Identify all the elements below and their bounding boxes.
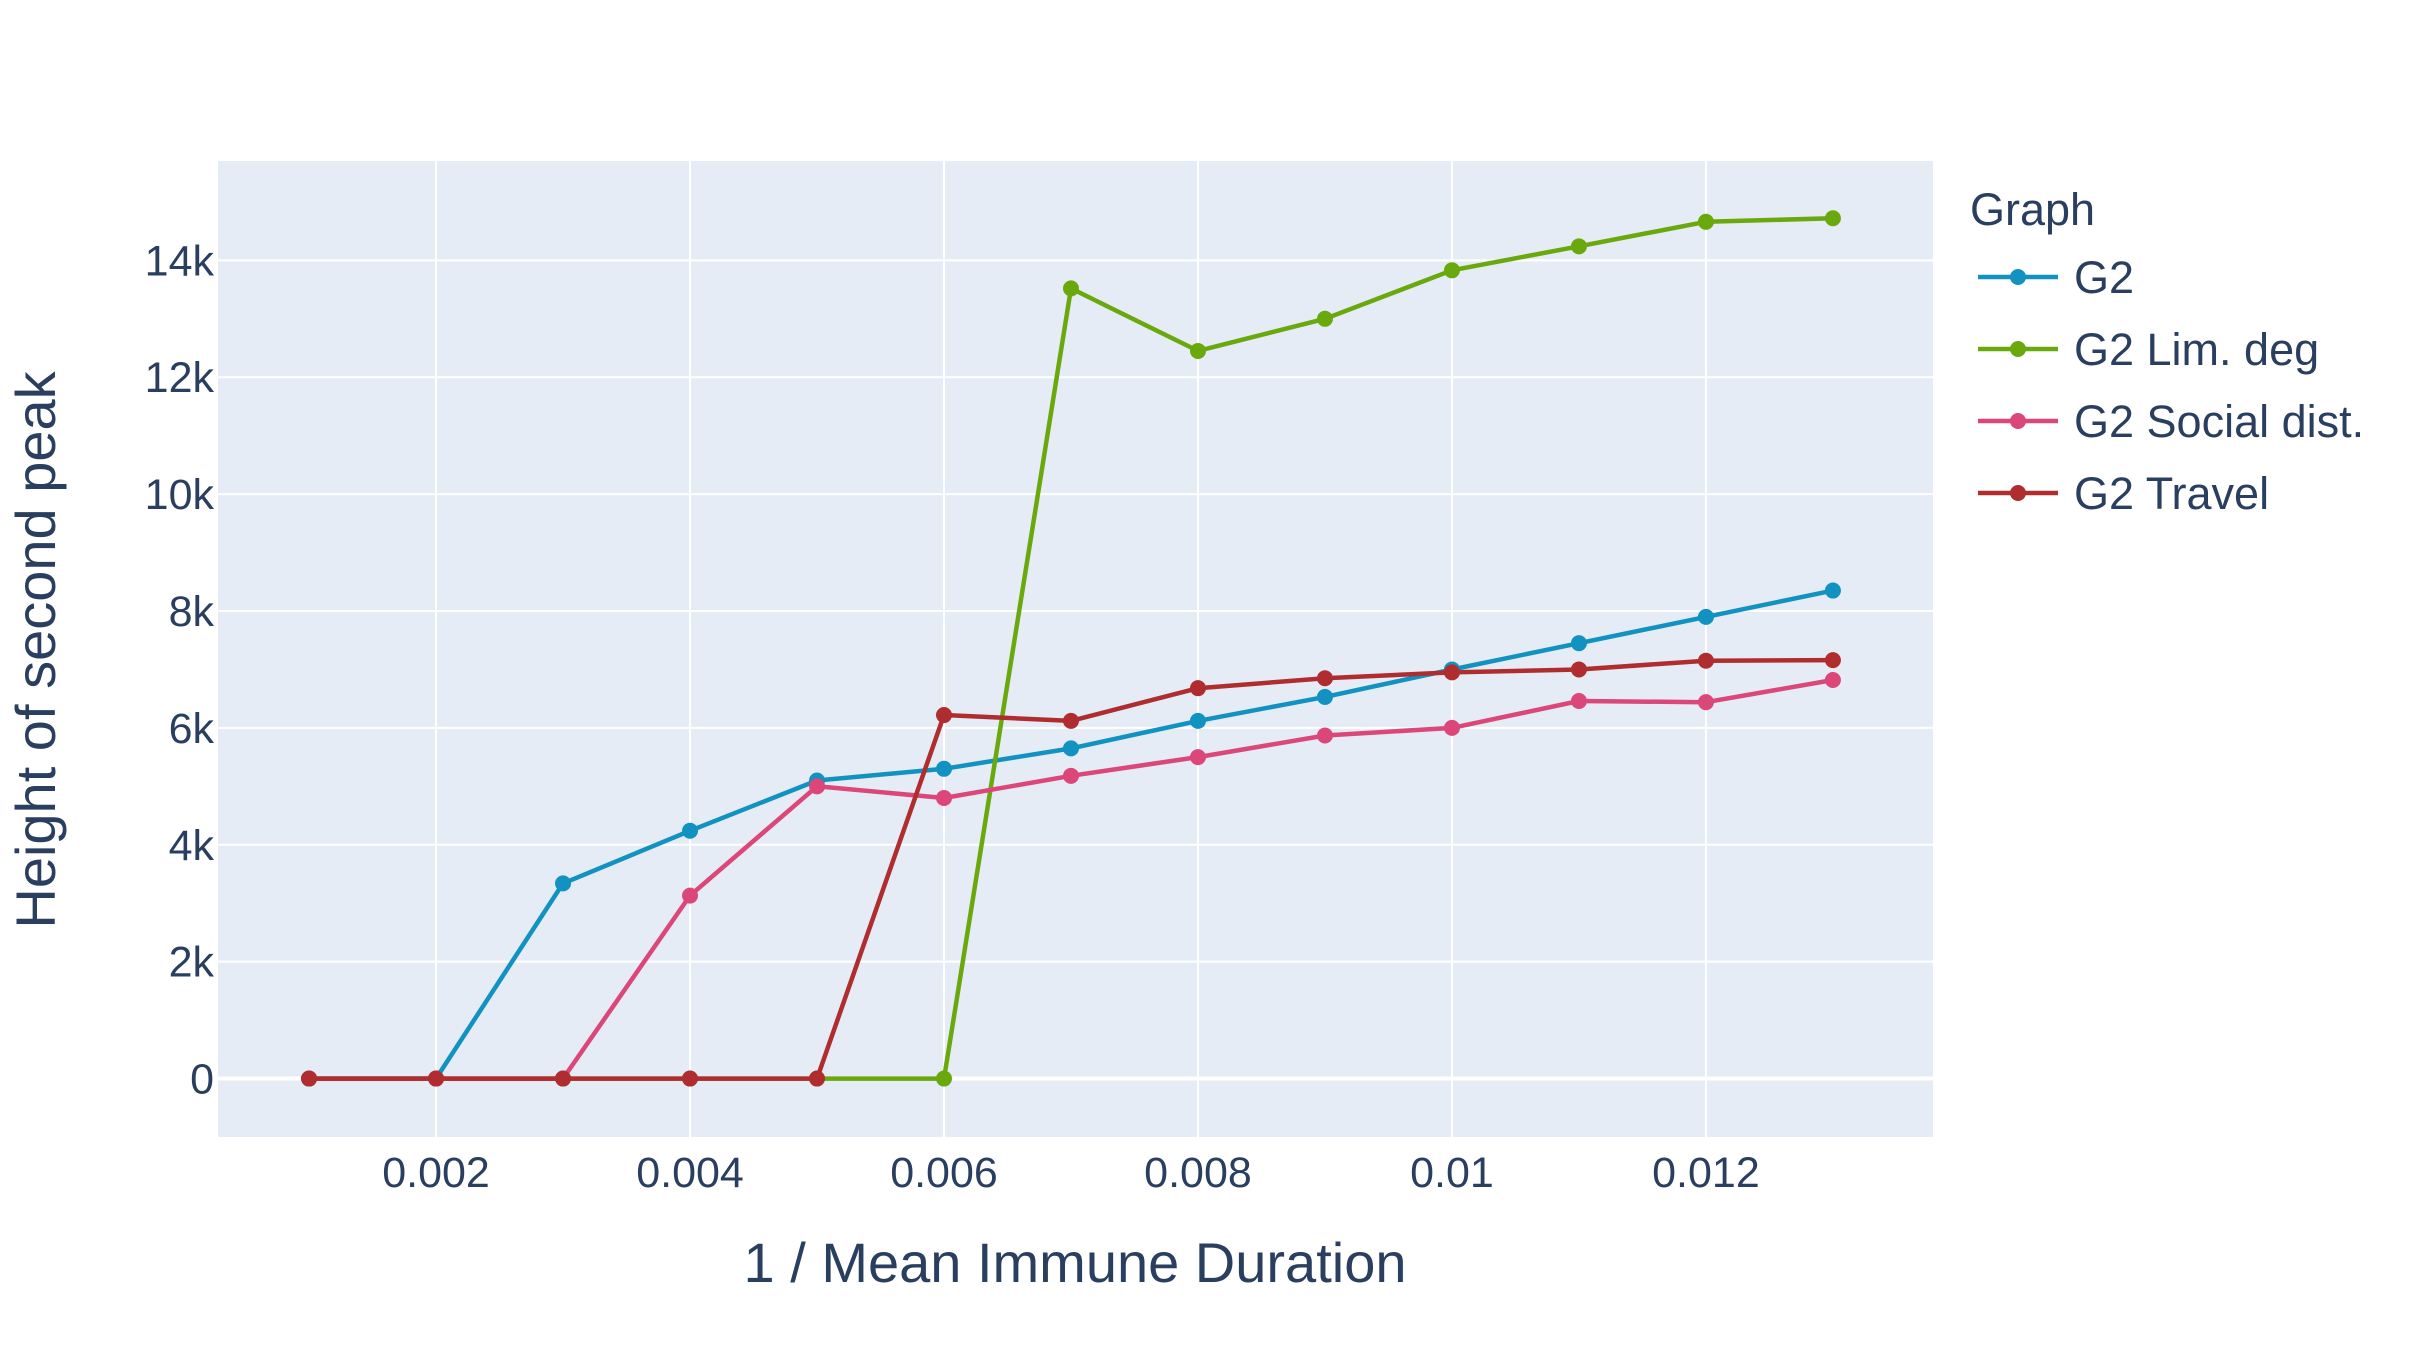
data-point [809, 778, 826, 795]
legend-label: G2 [2074, 252, 2134, 303]
legend-swatch-marker [2010, 413, 2026, 429]
legend-label: G2 Social dist. [2074, 396, 2364, 447]
data-point [1316, 688, 1333, 705]
legend-swatch-marker [2010, 485, 2026, 501]
data-point [1316, 310, 1333, 327]
data-point [1570, 238, 1587, 255]
legend-item-1[interactable]: G2 Lim. deg [1978, 324, 2319, 375]
legend-item-0[interactable]: G2 [1978, 252, 2134, 303]
y-axis-ticks: 0 2k 4k 6k 8k 10k 12k 14k [145, 237, 215, 1103]
data-point [936, 707, 953, 724]
x-tick-label: 0.01 [1410, 1149, 1494, 1197]
y-tick-label: 10k [145, 471, 215, 519]
data-point [936, 760, 953, 777]
legend-label: G2 Lim. deg [2074, 324, 2319, 375]
y-tick-label: 0 [190, 1056, 214, 1104]
data-point [1316, 727, 1333, 744]
data-point [1189, 712, 1206, 729]
data-point [301, 1070, 318, 1087]
data-point [1189, 342, 1206, 359]
x-tick-label: 0.006 [890, 1149, 998, 1197]
data-point [1570, 635, 1587, 652]
x-tick-label: 0.012 [1652, 1149, 1760, 1197]
data-point [682, 887, 699, 904]
data-point [1824, 582, 1841, 599]
legend-item-3[interactable]: G2 Travel [1978, 468, 2269, 519]
x-tick-label: 0.002 [382, 1149, 490, 1197]
data-point [1570, 693, 1587, 710]
data-point [428, 1070, 445, 1087]
data-point [1189, 749, 1206, 766]
data-point [1443, 262, 1460, 279]
series-layer [301, 210, 1841, 1087]
data-point [682, 822, 699, 839]
data-point [555, 1070, 572, 1087]
data-point [1443, 719, 1460, 736]
legend-label: G2 Travel [2074, 468, 2269, 519]
data-point [1824, 671, 1841, 688]
data-point [809, 1070, 826, 1087]
y-axis-title: Height of second peak [4, 370, 67, 928]
legend-title: Graph [1970, 184, 2095, 235]
x-tick-label: 0.008 [1144, 1149, 1252, 1197]
series-3 [301, 652, 1841, 1087]
data-point [1824, 210, 1841, 227]
data-point [936, 790, 953, 807]
data-point [682, 1070, 699, 1087]
data-point [1697, 694, 1714, 711]
data-point [1062, 767, 1079, 784]
y-tick-label: 8k [169, 588, 215, 636]
x-tick-label: 0.004 [636, 1149, 744, 1197]
data-point [1189, 680, 1206, 697]
y-tick-label: 4k [169, 822, 215, 870]
data-point [1443, 664, 1460, 681]
y-tick-label: 14k [145, 237, 215, 285]
data-point [1062, 712, 1079, 729]
data-point [555, 875, 572, 892]
legend-swatch-marker [2010, 269, 2026, 285]
legend-swatch-marker [2010, 341, 2026, 357]
y-tick-label: 12k [145, 354, 215, 402]
x-axis-title: 1 / Mean Immune Duration [744, 1231, 1407, 1294]
data-point [1697, 652, 1714, 669]
x-axis-ticks: 0.002 0.004 0.006 0.008 0.01 0.012 [382, 1149, 1760, 1197]
data-point [936, 1070, 953, 1087]
data-point [1062, 280, 1079, 297]
legend-item-2[interactable]: G2 Social dist. [1978, 396, 2364, 447]
y-tick-label: 2k [169, 939, 215, 987]
plot-background [218, 161, 1933, 1137]
data-point [1697, 213, 1714, 230]
legend: Graph G2 G2 Lim. deg G2 Social dist. G2 Tra… [1970, 184, 2364, 519]
data-point [1062, 740, 1079, 757]
data-point [1316, 670, 1333, 687]
data-point [1824, 652, 1841, 669]
y-tick-label: 6k [169, 705, 215, 753]
data-point [1570, 661, 1587, 678]
data-point [1697, 608, 1714, 625]
